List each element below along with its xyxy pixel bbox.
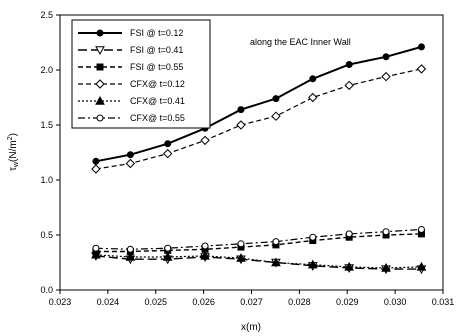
data-point [345,61,353,68]
series-line [95,228,422,250]
y-tick-label: 2.0 [40,65,53,75]
data-point [417,226,425,233]
legend-item: CFX@ t=0.55 [78,113,185,123]
data-point [162,251,173,261]
data-point [201,242,209,250]
data-point [271,257,281,267]
x-tick-label: 0.031 [432,297,455,307]
series-6 [92,226,425,253]
data-point [92,244,100,252]
y-axis: 0.0 0.5 1.0 1.5 2.0 2.5 [40,10,60,295]
x-tick-label: 0.028 [288,297,311,307]
chart-annotation: along the EAC Inner Wall [250,37,351,47]
legend-item: FSI @ t=0.12 [78,28,183,38]
data-point [416,261,427,271]
x-tick-label: 0.027 [240,297,263,307]
legend-box [71,19,211,129]
y-tick-label: 1.5 [40,120,53,130]
data-point [92,157,100,165]
legend-item: CFX@ t=0.41 [78,95,185,106]
series-group [91,43,427,275]
series-line [95,254,422,269]
legend-label: FSI @ t=0.41 [130,45,183,55]
series-1 [92,43,425,165]
y-tick-label: 1.0 [40,175,53,185]
data-point [381,71,391,82]
legend-label: FSI @ t=0.55 [130,62,183,72]
data-point [163,148,173,159]
data-point [236,253,246,262]
series-line [95,68,422,170]
y-tick-label: 2.5 [40,10,53,20]
legend-label: CFX@ t=0.41 [130,96,185,106]
legend-label: FSI @ t=0.12 [130,28,183,38]
legend-marker [95,79,105,89]
legend-marker [96,114,104,122]
data-point [272,95,280,103]
data-point [381,262,391,272]
data-point [126,151,134,159]
data-point [91,164,101,174]
legend-item: FSI @ t=0.41 [78,45,183,56]
x-axis-title: x(m) [241,322,261,333]
x-tick-label: 0.026 [192,297,215,307]
legend-label: CFX@ t=0.55 [130,113,185,123]
series-5 [91,249,427,272]
x-tick-label: 0.029 [336,297,359,307]
data-point [164,140,172,148]
data-point [237,106,245,114]
data-point [417,43,425,51]
legend-marker [96,29,104,37]
series-line [95,255,422,270]
data-point [382,228,390,236]
data-point [416,64,427,74]
legend-label: CFX@ t=0.12 [130,79,185,89]
legend-item: CFX@ t=0.12 [78,79,185,89]
legend-item: FSI @ t=0.55 [78,62,183,72]
data-point [309,75,317,83]
data-point [236,120,246,130]
legend-marker [96,63,104,71]
data-point [344,261,355,271]
data-point [308,92,318,103]
x-tick-label: 0.024 [97,297,120,307]
data-point [126,245,134,253]
series-line [95,45,422,163]
data-point [237,240,245,248]
legend-marker [95,46,105,56]
data-point [125,251,136,261]
series-3 [92,230,425,255]
data-point [307,259,318,269]
data-point [125,158,136,169]
data-point [200,135,210,146]
y-tick-label: 0.0 [40,285,53,295]
data-point [309,233,317,241]
x-tick-label: 0.023 [49,297,72,307]
x-tick-label: 0.025 [144,297,167,307]
data-point [200,250,210,260]
series-2 [91,252,427,275]
x-tick-label: 0.030 [384,297,407,307]
legend-marker [95,95,105,105]
y-tick-label: 0.5 [40,230,53,240]
data-point [91,249,101,259]
series-line [95,233,422,253]
legend: FSI @ t=0.12 FSI @ t=0.41 FSI @ t=0.55 CFX@… [71,19,211,129]
data-point [272,238,280,246]
series-4 [91,64,427,174]
data-point [271,111,281,121]
y-axis-title: τw(N/m2) [7,133,20,171]
x-axis: 0.023 0.024 0.025 0.026 0.027 0.028 0.029 0.030… [49,290,455,307]
data-point [344,80,354,91]
data-point [345,230,353,238]
data-point [164,244,172,252]
data-point [382,53,390,61]
